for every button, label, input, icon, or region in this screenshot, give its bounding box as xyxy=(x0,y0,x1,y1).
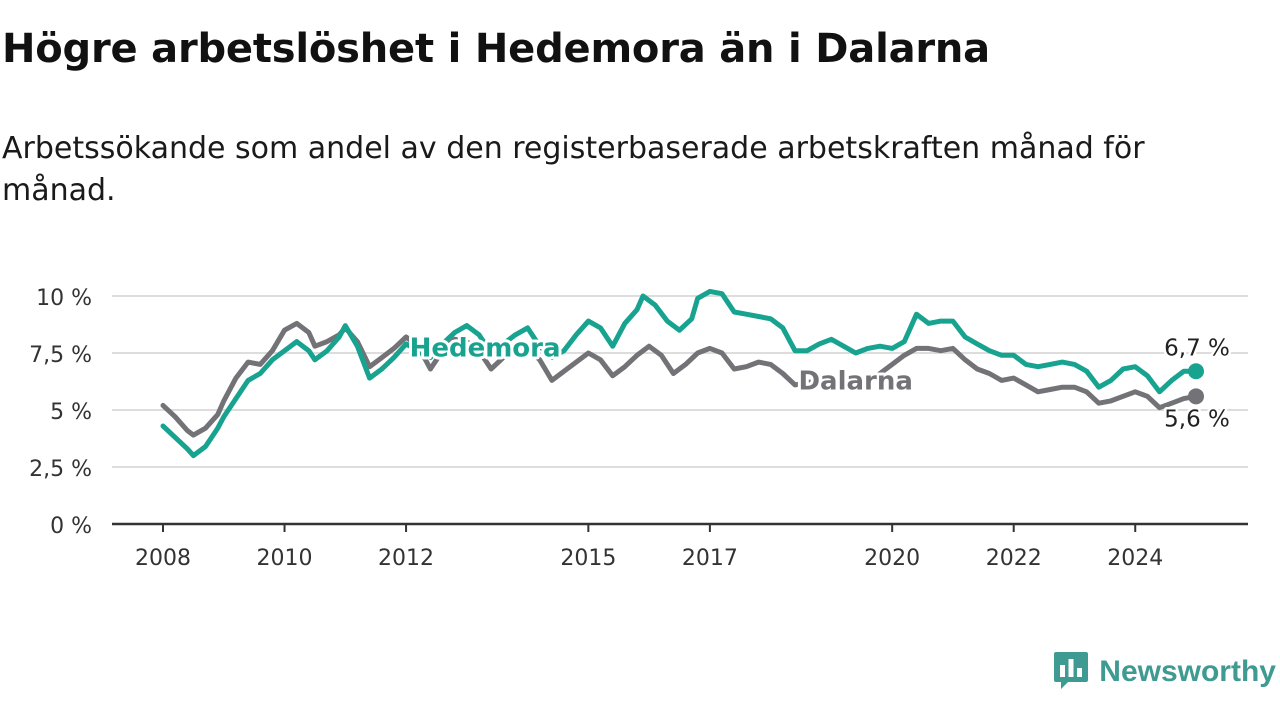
end-value-label-dalarna: 5,6 % xyxy=(1164,406,1230,432)
end-point-dalarna xyxy=(1188,388,1204,405)
x-tick-label: 2017 xyxy=(682,546,738,571)
x-tick-label: 2010 xyxy=(257,546,313,571)
x-axis xyxy=(112,522,1248,532)
series-labels: Hedemora Dalarna 6,7 % 5,6 % xyxy=(407,330,1233,434)
series-line-dalarna xyxy=(160,320,1199,438)
series-label-dalarna: Dalarna xyxy=(798,366,912,396)
x-tick-label: 2022 xyxy=(986,546,1042,571)
end-value-label-hedemora: 6,7 % xyxy=(1164,336,1230,362)
y-tick-label: 10 % xyxy=(36,286,92,311)
x-tick-label: 2020 xyxy=(864,546,920,571)
series-label-hedemora: Hedemora xyxy=(410,333,561,363)
newsworthy-logo-icon xyxy=(1053,650,1089,694)
series-line-hedemora xyxy=(160,288,1199,459)
brand-name: Newsworthy xyxy=(1099,655,1276,688)
series-lines xyxy=(160,288,1204,459)
chart-title: Högre arbetslöshet i Hedemora än i Dalar… xyxy=(2,26,990,72)
x-axis-tick-labels: 2008 2010 2012 2015 2017 2020 2022 2024 xyxy=(135,546,1163,571)
y-tick-label: 5 % xyxy=(50,400,92,425)
y-tick-label: 0 % xyxy=(50,514,92,539)
chart-subtitle: Arbetssökande som andel av den registerb… xyxy=(2,131,1145,208)
x-tick-label: 2008 xyxy=(135,546,191,571)
x-tick-label: 2012 xyxy=(378,546,434,571)
x-tick-label: 2024 xyxy=(1107,546,1163,571)
y-tick-label: 2,5 % xyxy=(29,457,92,482)
x-tick-label: 2015 xyxy=(560,546,616,571)
y-tick-label: 7,5 % xyxy=(29,343,92,368)
newsworthy-brand[interactable]: Newsworthy xyxy=(1053,650,1276,694)
y-axis-tick-labels: 0 % 2,5 % 5 % 7,5 % 10 % xyxy=(29,286,92,539)
gridlines xyxy=(112,295,1248,468)
end-point-hedemora xyxy=(1188,363,1204,380)
